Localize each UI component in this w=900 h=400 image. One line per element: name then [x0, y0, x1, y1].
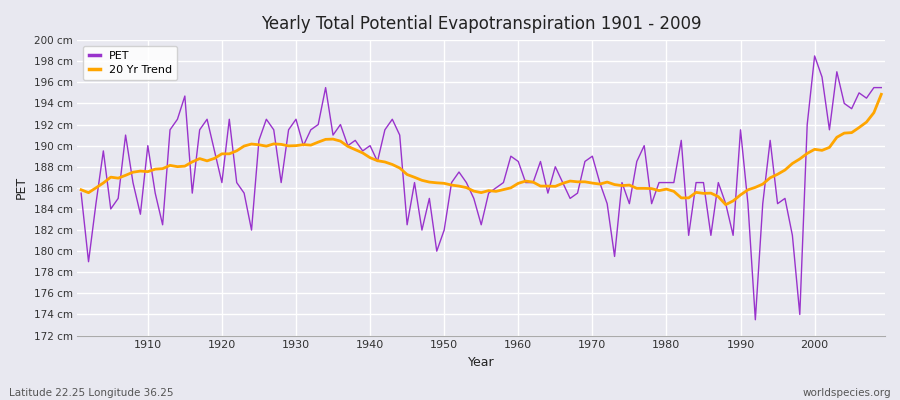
PET [809, 54, 820, 58]
Line: PET: PET [81, 56, 881, 320]
Text: Latitude 22.25 Longitude 36.25: Latitude 22.25 Longitude 36.25 [9, 388, 174, 398]
20 Yr Trend [298, 142, 309, 147]
Y-axis label: PET: PET [15, 176, 28, 200]
20 Yr Trend [76, 187, 86, 192]
20 Yr Trend [513, 181, 524, 186]
20 Yr Trend [135, 169, 146, 174]
PET [876, 85, 886, 90]
PET [342, 143, 353, 148]
PET [76, 191, 86, 196]
PET [506, 154, 517, 158]
20 Yr Trend [342, 144, 353, 149]
PET [298, 143, 309, 148]
20 Yr Trend [876, 92, 886, 97]
20 Yr Trend [720, 202, 731, 207]
PET [602, 201, 613, 206]
Title: Yearly Total Potential Evapotranspiration 1901 - 2009: Yearly Total Potential Evapotranspiratio… [261, 15, 701, 33]
20 Yr Trend [506, 186, 517, 190]
Legend: PET, 20 Yr Trend: PET, 20 Yr Trend [83, 46, 177, 80]
X-axis label: Year: Year [468, 356, 494, 369]
20 Yr Trend [602, 180, 613, 184]
Text: worldspecies.org: worldspecies.org [803, 388, 891, 398]
Line: 20 Yr Trend: 20 Yr Trend [81, 94, 881, 205]
PET [750, 317, 760, 322]
PET [135, 212, 146, 217]
PET [513, 159, 524, 164]
